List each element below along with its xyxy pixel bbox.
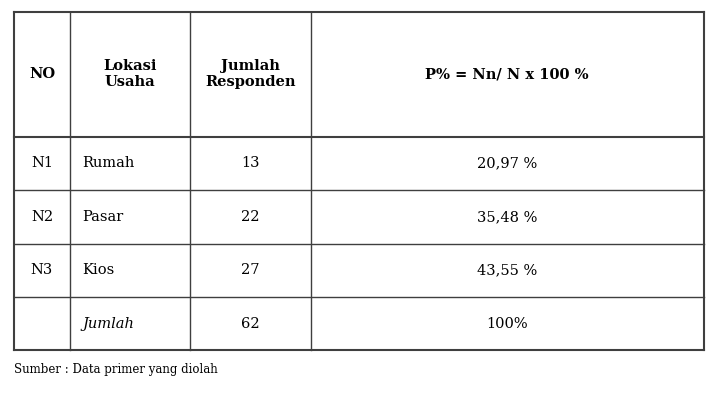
Text: 13: 13 <box>241 156 260 170</box>
Text: Pasar: Pasar <box>83 210 123 224</box>
Text: Jumlah
Responden: Jumlah Responden <box>205 59 296 89</box>
Text: Jumlah: Jumlah <box>83 317 134 331</box>
Text: Sumber : Data primer yang diolah: Sumber : Data primer yang diolah <box>14 363 218 376</box>
Text: 35,48 %: 35,48 % <box>477 210 537 224</box>
Text: 43,55 %: 43,55 % <box>477 263 537 277</box>
Text: P% = Nn/ N x 100 %: P% = Nn/ N x 100 % <box>425 67 589 81</box>
Text: 100%: 100% <box>486 317 528 331</box>
Text: Lokasi
Usaha: Lokasi Usaha <box>103 59 157 89</box>
Text: N1: N1 <box>31 156 53 170</box>
Text: Rumah: Rumah <box>83 156 135 170</box>
Text: Kios: Kios <box>83 263 115 277</box>
Text: 27: 27 <box>241 263 260 277</box>
Text: 20,97 %: 20,97 % <box>477 156 537 170</box>
Text: 22: 22 <box>241 210 260 224</box>
Text: N3: N3 <box>31 263 53 277</box>
Text: NO: NO <box>29 67 55 81</box>
Text: N2: N2 <box>31 210 53 224</box>
Text: 62: 62 <box>241 317 260 331</box>
